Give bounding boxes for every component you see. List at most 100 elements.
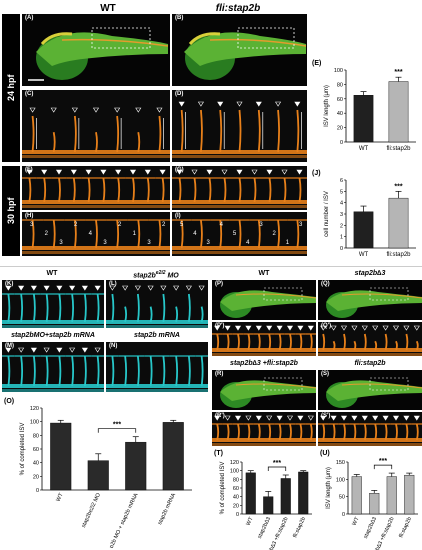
y-axis-label: ISV length (μm)	[326, 467, 332, 509]
cell-number-label: 1	[286, 240, 290, 246]
arrowhead-icon	[156, 107, 163, 113]
isv-vessel	[277, 219, 280, 249]
arrowhead-icon	[361, 325, 368, 331]
bar	[125, 441, 147, 491]
isv-vessel	[257, 333, 261, 351]
y-tick-label: 150	[336, 460, 345, 466]
panel-g: (G)	[172, 166, 307, 210]
x-tick-label: fli:stap2b	[292, 516, 307, 538]
isv-vessel	[289, 423, 292, 441]
y-tick-label: 3	[340, 212, 343, 218]
bar	[245, 472, 256, 515]
y-tick-label: 1	[340, 235, 343, 241]
cell-number-label: 4	[220, 222, 224, 228]
isv-vessel	[309, 423, 313, 441]
isv-vessel	[137, 132, 141, 153]
vessel-image-s-prime	[318, 415, 422, 446]
cell-number-label: 3	[147, 240, 151, 246]
isv-vessel	[216, 333, 220, 351]
isv-vessel	[20, 293, 24, 323]
significance-bracket	[97, 428, 137, 433]
isv-vessel	[238, 219, 242, 249]
y-tick-label: 0	[340, 246, 343, 252]
x-tick-label: fli:stap2b	[398, 516, 413, 538]
cell-number-label: 3	[206, 240, 210, 246]
panel-p-prime: (P')	[212, 322, 316, 356]
arrowhead-icon	[307, 325, 314, 331]
arrowhead-icon	[176, 169, 183, 175]
isv-vessel	[162, 293, 166, 323]
bar	[87, 460, 109, 491]
bar	[263, 496, 274, 515]
arrowhead-icon	[198, 285, 205, 291]
isv-vessel	[132, 177, 135, 203]
panel-label-p: (P)	[215, 281, 223, 287]
y-tick-label: 100	[30, 420, 39, 426]
arrowhead-icon	[281, 169, 288, 175]
panel-label-g: (G)	[175, 167, 184, 173]
cell-number-label: 4	[193, 231, 197, 237]
y-tick-label: 20	[33, 474, 39, 480]
y-tick-label: 6	[340, 178, 343, 184]
isv-vessel	[237, 423, 240, 441]
isv-vessel	[247, 423, 251, 441]
arrowhead-icon	[81, 285, 88, 291]
isv-vessel	[238, 109, 242, 153]
y-tick-label: 0	[36, 488, 39, 494]
isv-vessel	[146, 177, 150, 203]
bar	[351, 476, 362, 515]
arrowhead-icon	[236, 101, 243, 107]
isv-vessel	[136, 355, 140, 387]
isv-vessel	[124, 306, 128, 323]
panel-n: (N)	[106, 342, 208, 392]
arrowhead-icon	[307, 415, 314, 421]
significance-label: ***	[379, 458, 387, 465]
y-axis-label: cell number / ISV	[324, 191, 330, 237]
arrowhead-icon	[217, 101, 224, 107]
isv-vessel	[374, 423, 378, 441]
y-axis-label: % of completed ISV	[220, 462, 226, 515]
cell-number-label: 3	[259, 222, 263, 228]
arrowhead-icon	[30, 285, 37, 291]
arrowhead-icon	[135, 107, 142, 113]
isv-vessel	[137, 219, 141, 249]
y-tick-label: 120	[30, 406, 39, 412]
panel-p: (P)	[212, 280, 316, 320]
y-tick-label: 60	[33, 447, 39, 453]
arrowhead-icon	[403, 325, 410, 331]
y-axis-label: % of completed ISV	[20, 423, 26, 476]
isv-vessel	[187, 355, 191, 387]
arrowhead-icon	[100, 169, 107, 175]
y-tick-label: 20	[337, 126, 343, 132]
vessel-image-f	[22, 169, 170, 208]
panel-label-l: (L)	[109, 281, 117, 287]
arrowhead-icon	[403, 415, 410, 421]
x-tick-label: fli:stap2b	[386, 252, 411, 258]
y-tick-label: 100	[230, 469, 239, 475]
embryo-image-r	[220, 377, 316, 408]
arrowhead-icon	[413, 325, 420, 331]
arrowhead-icon	[221, 169, 228, 175]
vessel-image-m	[2, 347, 104, 392]
y-tick-label: 40	[337, 111, 343, 117]
panel-r: (R)	[212, 370, 316, 410]
cell-number-label: 2	[74, 222, 78, 228]
isv-vessel	[73, 219, 77, 249]
panel-label-c: (C)	[25, 91, 34, 97]
isv-vessel	[71, 293, 75, 323]
cell-number-label: 1	[133, 231, 137, 237]
x-tick-label: fli:stap2b	[386, 146, 411, 152]
significance-label: ***	[394, 69, 402, 76]
panel-i: 5 4 3 4 5 4 3 2 1 3 (I)	[172, 212, 307, 256]
isv-vessel	[45, 355, 49, 387]
chart-t-wrapper: (T) 0 20 40 60 80 100 120 % of completed ISV WT s…	[212, 450, 316, 550]
arrowhead-icon	[320, 325, 327, 331]
cell-number-label: 5	[233, 231, 237, 237]
header-wt-k: WT	[46, 270, 58, 277]
y-tick-label: 20	[233, 503, 239, 509]
isv-vessel	[136, 293, 140, 323]
header-delta-q: stap2b∆3	[354, 270, 386, 277]
isv-vessel	[200, 355, 204, 387]
isv-vessel	[200, 306, 204, 323]
